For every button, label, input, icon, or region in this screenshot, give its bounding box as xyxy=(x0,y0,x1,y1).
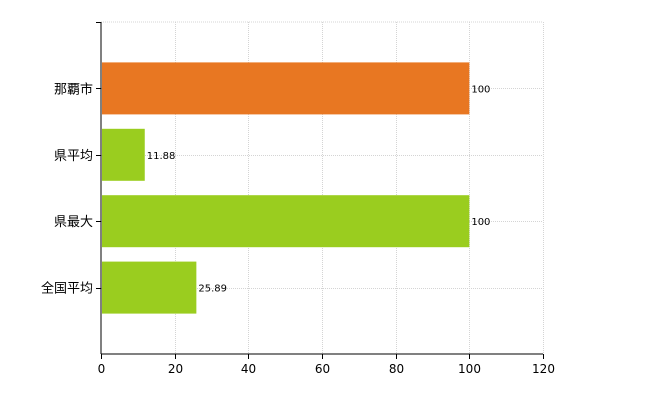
x-tick-label: 100 xyxy=(458,362,481,376)
data-label: 100 xyxy=(471,217,490,228)
x-tick-label: 40 xyxy=(241,362,256,376)
x-tick-label: 80 xyxy=(389,362,404,376)
category-label: 全国平均 xyxy=(41,281,93,297)
category-label: 県最大 xyxy=(54,215,93,230)
bar xyxy=(102,261,197,314)
category-label: 県平均 xyxy=(54,149,93,164)
category-label: 那覇市 xyxy=(54,81,93,97)
bar xyxy=(102,195,470,248)
data-label: 25.89 xyxy=(198,284,227,295)
labels: 0 20 40 60 80 100 120 那覇市 100 県平均 11.88 県最大 100 全国平均 2… xyxy=(41,81,555,376)
x-tick-label: 0 xyxy=(98,362,106,376)
x-tick-label: 60 xyxy=(315,362,330,376)
bar xyxy=(102,62,470,115)
data-label: 100 xyxy=(471,84,490,95)
bars xyxy=(102,62,470,314)
x-tick-label: 120 xyxy=(532,362,555,376)
bar xyxy=(102,128,145,181)
axes xyxy=(96,22,544,359)
data-label: 11.88 xyxy=(147,151,176,162)
x-tick-label: 20 xyxy=(168,362,183,376)
